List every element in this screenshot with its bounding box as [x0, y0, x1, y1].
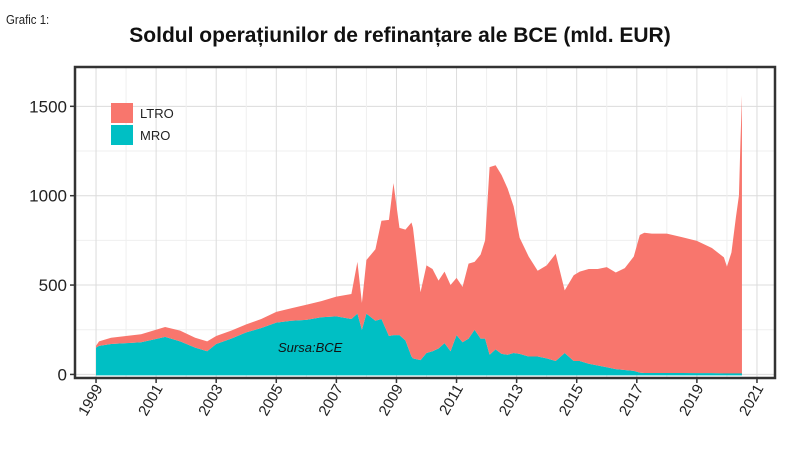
x-tick-label: 2011 — [436, 382, 467, 418]
legend-swatch-ltro — [111, 103, 133, 123]
y-tick-label: 1000 — [29, 187, 67, 206]
x-tick-label: 2007 — [315, 382, 346, 419]
x-tick-label: 2019 — [676, 382, 707, 419]
legend-swatch-mro — [111, 125, 133, 145]
area-ltro — [96, 95, 742, 375]
x-tick-label: 2009 — [376, 382, 407, 419]
x-tick-label: 2001 — [135, 382, 166, 419]
legend-label-mro: MRO — [140, 128, 170, 143]
source-annotation: Sursa:BCE — [278, 340, 343, 355]
plot-frame — [73, 65, 777, 380]
chart-title: Soldul operațiunilor de refinanțare ale … — [129, 24, 671, 47]
x-tick-label: 2017 — [616, 382, 647, 419]
x-tick-label: 2013 — [496, 382, 527, 419]
y-tick-label: 1500 — [29, 97, 67, 116]
y-tick-label: 0 — [58, 365, 67, 384]
x-tick-label: 2003 — [195, 382, 226, 419]
legend: LTRO MRO — [111, 103, 174, 145]
x-tick-label: 2015 — [556, 382, 587, 419]
area-mro — [96, 313, 742, 375]
figure-label: Grafic 1: — [6, 12, 50, 27]
x-tick-label: 2005 — [255, 382, 286, 419]
legend-label-ltro: LTRO — [140, 106, 174, 121]
series-layer — [96, 95, 742, 376]
y-tick-label: 500 — [39, 276, 67, 295]
x-tick-label: 2021 — [736, 382, 767, 419]
x-tick-label: 1999 — [75, 382, 106, 419]
